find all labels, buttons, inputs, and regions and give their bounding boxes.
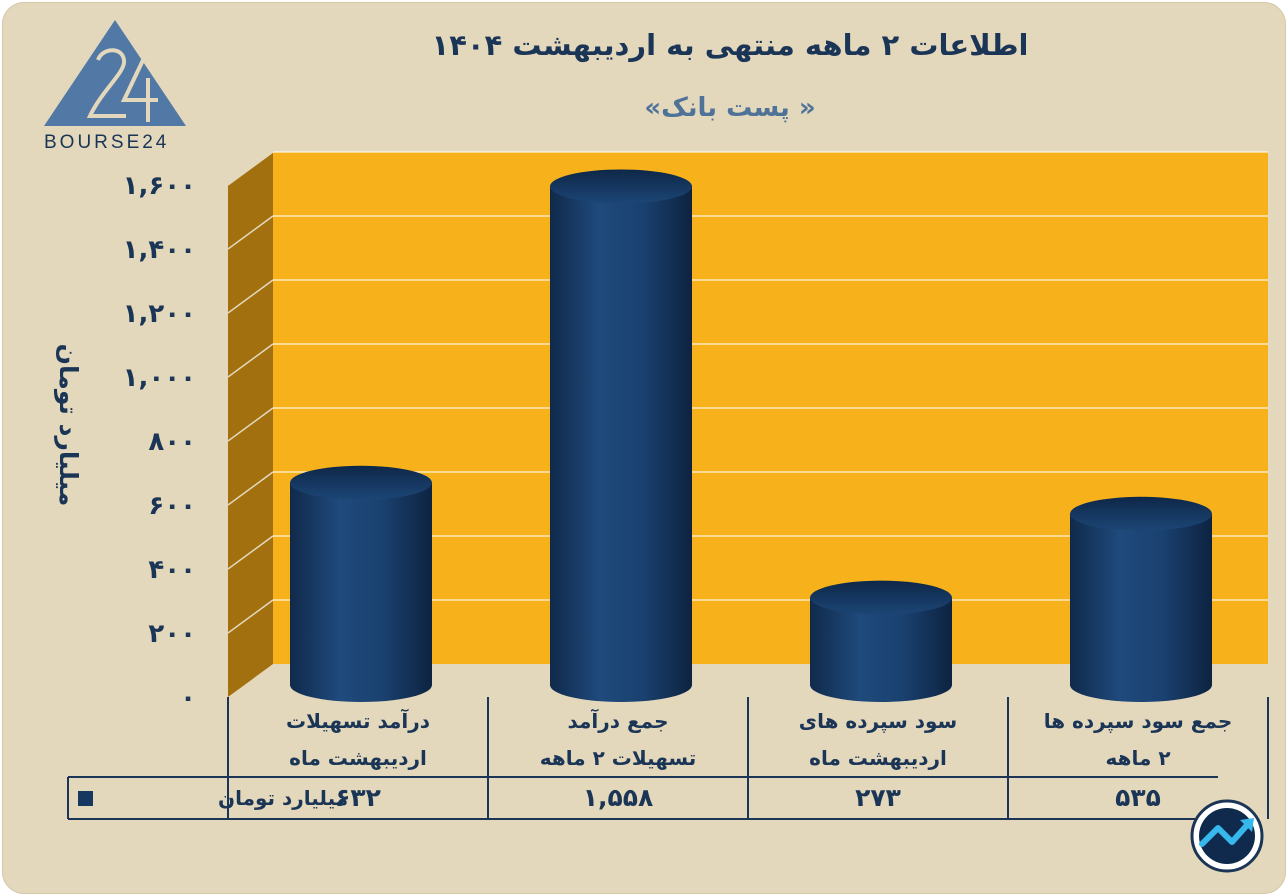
category-label: تسهیلات ۲ ماهه xyxy=(540,746,697,770)
data-label: ۲۷۳ xyxy=(855,783,901,812)
bar xyxy=(810,580,952,702)
bar-top xyxy=(1070,496,1212,531)
gridline-side xyxy=(227,599,274,634)
y-tick-label: ۱,۰۰۰ xyxy=(123,363,196,393)
category-label: ۲ ماهه xyxy=(1105,746,1170,770)
data-label: ۱,۵۵۸ xyxy=(583,783,654,812)
data-label: ۶۳۲ xyxy=(335,783,381,812)
chart-subtitle: « پست بانک» xyxy=(644,93,816,123)
trend-arrow-badge-icon xyxy=(1190,799,1264,873)
gridline-side xyxy=(227,471,274,506)
bar xyxy=(1070,496,1212,702)
category-label: اردیبهشت ماه xyxy=(289,746,427,770)
bar-body xyxy=(1070,513,1212,702)
y-tick-label: ۰ xyxy=(180,683,196,713)
logo-text: BOURSE24 xyxy=(44,132,170,153)
bar-body xyxy=(810,597,952,702)
y-tick-label: ۲۰۰ xyxy=(148,619,196,649)
bar-body xyxy=(290,482,432,702)
gridline-side xyxy=(227,535,274,570)
gridline-side xyxy=(227,215,274,250)
category-label: درآمد تسهیلات xyxy=(286,708,430,733)
legend-swatch xyxy=(78,791,93,806)
bar-body xyxy=(550,186,692,702)
category-label: سود سپرده های xyxy=(799,709,957,734)
chart-title: اطلاعات ۲ ماهه منتهی به اردیبهشت ۱۴۰۴ xyxy=(431,28,1029,62)
y-tick-label: ۶۰۰ xyxy=(148,491,196,521)
bar xyxy=(550,169,692,702)
bar-top xyxy=(550,169,692,204)
bar-top xyxy=(290,465,432,500)
data-label: ۵۳۵ xyxy=(1115,783,1161,812)
legend-label: میلیارد تومان xyxy=(218,786,348,810)
gridline-side xyxy=(227,151,274,186)
gridline-side xyxy=(227,343,274,378)
bar xyxy=(290,465,432,702)
y-tick-label: ۴۰۰ xyxy=(148,555,196,585)
category-label: اردیبهشت ماه xyxy=(809,746,947,770)
category-label: جمع سود سپرده ها xyxy=(1044,709,1233,734)
bourse24-logo-icon xyxy=(44,20,186,126)
y-tick-label: ۱,۶۰۰ xyxy=(123,171,196,201)
gridline-side xyxy=(227,407,274,442)
category-label: جمع درآمد xyxy=(567,708,668,733)
bar-top xyxy=(810,580,952,615)
y-tick-label: ۸۰۰ xyxy=(148,427,196,457)
gridline-side xyxy=(227,279,274,314)
y-tick-label: ۱,۲۰۰ xyxy=(123,299,196,329)
y-tick-label: ۱,۴۰۰ xyxy=(123,235,196,265)
